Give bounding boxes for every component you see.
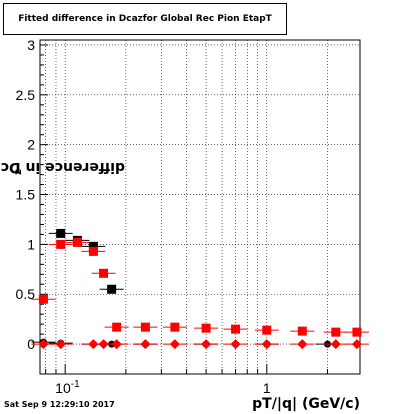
data-point xyxy=(231,324,241,334)
data-point xyxy=(112,322,122,332)
data-point xyxy=(297,326,307,336)
axes: 0 0.5 1 1.5 2 2.5 3 10-1 1 xyxy=(16,37,328,396)
data-point xyxy=(330,339,341,350)
data-point xyxy=(88,246,98,256)
data-point xyxy=(55,339,66,350)
data-point xyxy=(140,339,151,350)
data-point xyxy=(170,322,180,332)
y-tick-label: 1 xyxy=(27,236,35,252)
data-point xyxy=(56,228,66,238)
data-point xyxy=(230,339,241,350)
data-point xyxy=(297,339,308,350)
data-point xyxy=(262,325,272,335)
data-point xyxy=(99,268,109,278)
data-point xyxy=(201,323,211,333)
data-point xyxy=(140,322,150,332)
data-point xyxy=(169,339,180,350)
x-tick-label: 1 xyxy=(263,380,271,396)
data-point xyxy=(201,339,212,350)
data-marks xyxy=(31,228,369,350)
title-subscript: Z xyxy=(137,15,143,23)
y-axis-title: difference in Dca z xyxy=(0,55,125,175)
y-tick-label: 3 xyxy=(27,37,35,53)
data-point xyxy=(331,327,341,337)
data-point xyxy=(352,327,362,337)
plot-frame xyxy=(39,39,361,375)
x-tick-label: 10-1 xyxy=(55,379,80,396)
y-tick-label: 1.5 xyxy=(16,187,36,203)
y-tick-label: 2 xyxy=(27,137,35,153)
chart-title: Fitted difference in Dca Z for Global Rec… xyxy=(3,3,287,35)
y-axis-title-text: difference in Dca xyxy=(0,159,125,175)
data-point xyxy=(351,339,362,350)
data-point xyxy=(261,339,272,350)
x-axis-title: pT/|q| (GeV/c) xyxy=(252,396,360,412)
data-point xyxy=(107,284,117,294)
data-point xyxy=(98,339,109,350)
title-text: Fitted difference in Dca xyxy=(18,14,138,24)
title-text-rest: for Global Rec Pion EtapT xyxy=(142,14,272,24)
data-point xyxy=(72,237,82,247)
y-tick-label: 2.5 xyxy=(16,87,36,103)
data-point xyxy=(88,241,98,251)
data-point xyxy=(38,294,48,304)
timestamp: Sat Sep 9 12:29:10 2017 xyxy=(4,400,115,409)
data-point xyxy=(111,339,122,350)
data-point xyxy=(56,239,66,249)
y-tick-label: 0 xyxy=(27,336,35,352)
data-point xyxy=(38,339,49,350)
y-tick-label: 0.5 xyxy=(16,286,36,302)
